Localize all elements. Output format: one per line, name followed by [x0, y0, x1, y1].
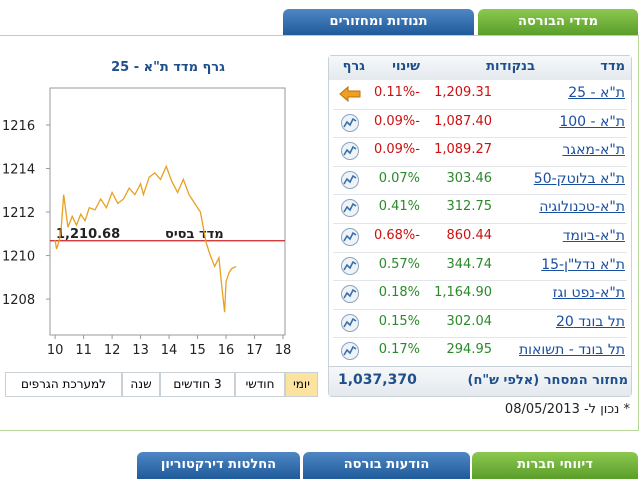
row-divider [333, 194, 627, 196]
points: 1,209.31 [434, 85, 492, 100]
change: 0.41% [378, 199, 420, 215]
x-tick-label: 15 [189, 343, 206, 358]
y-tick-label: 1208 [2, 293, 35, 308]
row-divider [333, 108, 627, 110]
tab[interactable]: החלטות דירקטוריון [137, 452, 300, 479]
chart-title: גרף מדד ת"א - 25 [111, 60, 225, 75]
note: * נכון ל- 08/05/2013 [504, 402, 630, 417]
table-panel [328, 55, 632, 397]
row-divider [333, 337, 627, 339]
change: 0.15% [378, 313, 420, 329]
x-tick-label: 13 [132, 343, 149, 358]
index-link[interactable]: ת"א - 100 [559, 113, 625, 130]
table-footer [329, 366, 631, 396]
base-caption: מדד בסיס [165, 227, 224, 242]
footer-value: 1,037,370 [338, 372, 417, 388]
base-value-label: 1,210.68 [56, 227, 120, 242]
chart-icon[interactable] [338, 284, 362, 304]
chart-icon[interactable] [338, 313, 362, 333]
main-panel [0, 35, 639, 431]
tab[interactable]: מדדי הבורסה [478, 9, 638, 35]
change: -0.09% [373, 142, 420, 158]
points: 860.44 [446, 228, 493, 243]
points: 312.75 [446, 199, 493, 215]
change: -0.09% [373, 113, 420, 129]
index-link[interactable]: ת"א-טכנולוגיה [539, 199, 625, 216]
x-tick-label: 11 [75, 343, 92, 358]
range-button[interactable]: 3 חודשים [160, 372, 235, 397]
index-link[interactable]: ת"א-מאגר [562, 142, 625, 159]
column-header: בנקודות [486, 59, 535, 74]
x-tick-label: 14 [161, 343, 178, 358]
x-tick-label: 16 [218, 343, 235, 358]
range-button[interactable]: שנה [122, 372, 160, 397]
x-tick-label: 12 [104, 343, 121, 358]
y-tick-label: 1214 [2, 163, 35, 178]
chart-icon[interactable] [338, 170, 362, 190]
tab[interactable]: דיווחי חברות [472, 452, 638, 479]
row-divider [333, 251, 627, 253]
index-link[interactable]: תל בונד 20 [555, 313, 625, 330]
x-tick-label: 18 [275, 343, 292, 358]
row-divider [333, 137, 627, 139]
column-header: שינוי [392, 59, 420, 74]
change: -0.11% [373, 85, 420, 100]
points: 1,089.27 [434, 142, 492, 158]
index-link[interactable]: ת"א-נפט וגז [552, 285, 625, 302]
index-link[interactable]: ת"א בלוטק-50 [533, 170, 625, 187]
points: 1,164.90 [434, 285, 492, 301]
points: 294.95 [446, 342, 493, 358]
points: 303.46 [446, 170, 493, 186]
row-divider [333, 223, 627, 224]
index-link[interactable]: ת"א-ביומד [562, 228, 625, 244]
index-link[interactable]: תל בונד - תשואות [518, 342, 625, 359]
change: -0.68% [373, 228, 420, 243]
index-link[interactable]: ת"א נדל"ן-15 [541, 256, 625, 273]
tab[interactable]: תנודות ומחזורים [283, 9, 474, 35]
tab[interactable]: הודעות בורסה [303, 452, 470, 479]
change: 0.57% [378, 256, 420, 272]
x-tick-label: 17 [246, 343, 263, 358]
price-line [54, 164, 237, 313]
index-link[interactable]: ת"א - 25 [568, 85, 625, 101]
footer-label: מחזור המסחר (אלפי ש"ח) [467, 373, 629, 388]
y-tick-label: 1212 [2, 206, 35, 221]
table-header [329, 56, 631, 80]
y-tick-label: 1216 [2, 119, 35, 134]
chart-icon[interactable] [338, 141, 362, 161]
change: 0.17% [378, 342, 420, 358]
x-tick-label: 10 [47, 343, 64, 358]
arrow-icon[interactable] [338, 84, 362, 104]
change: 0.07% [378, 170, 420, 186]
plot-area [49, 87, 286, 336]
row-divider [333, 308, 627, 310]
range-button[interactable]: חודשי [235, 372, 285, 397]
chart-icon[interactable] [338, 198, 362, 218]
row-divider [333, 165, 627, 167]
change: 0.18% [378, 285, 420, 301]
chart-icon[interactable] [338, 341, 362, 361]
points: 1,087.40 [434, 113, 492, 129]
chart-icon[interactable] [338, 113, 362, 133]
row-divider [333, 280, 627, 282]
y-tick-label: 1210 [2, 250, 35, 265]
range-button[interactable]: יומי [285, 372, 318, 397]
points: 344.74 [446, 256, 493, 272]
column-header: גרף [342, 59, 365, 74]
chart-icon[interactable] [338, 227, 362, 247]
chart-icon[interactable] [338, 256, 362, 276]
range-button[interactable]: למערכת הגרפים [5, 372, 122, 397]
points: 302.04 [446, 313, 493, 329]
column-header: מדד [600, 59, 625, 74]
